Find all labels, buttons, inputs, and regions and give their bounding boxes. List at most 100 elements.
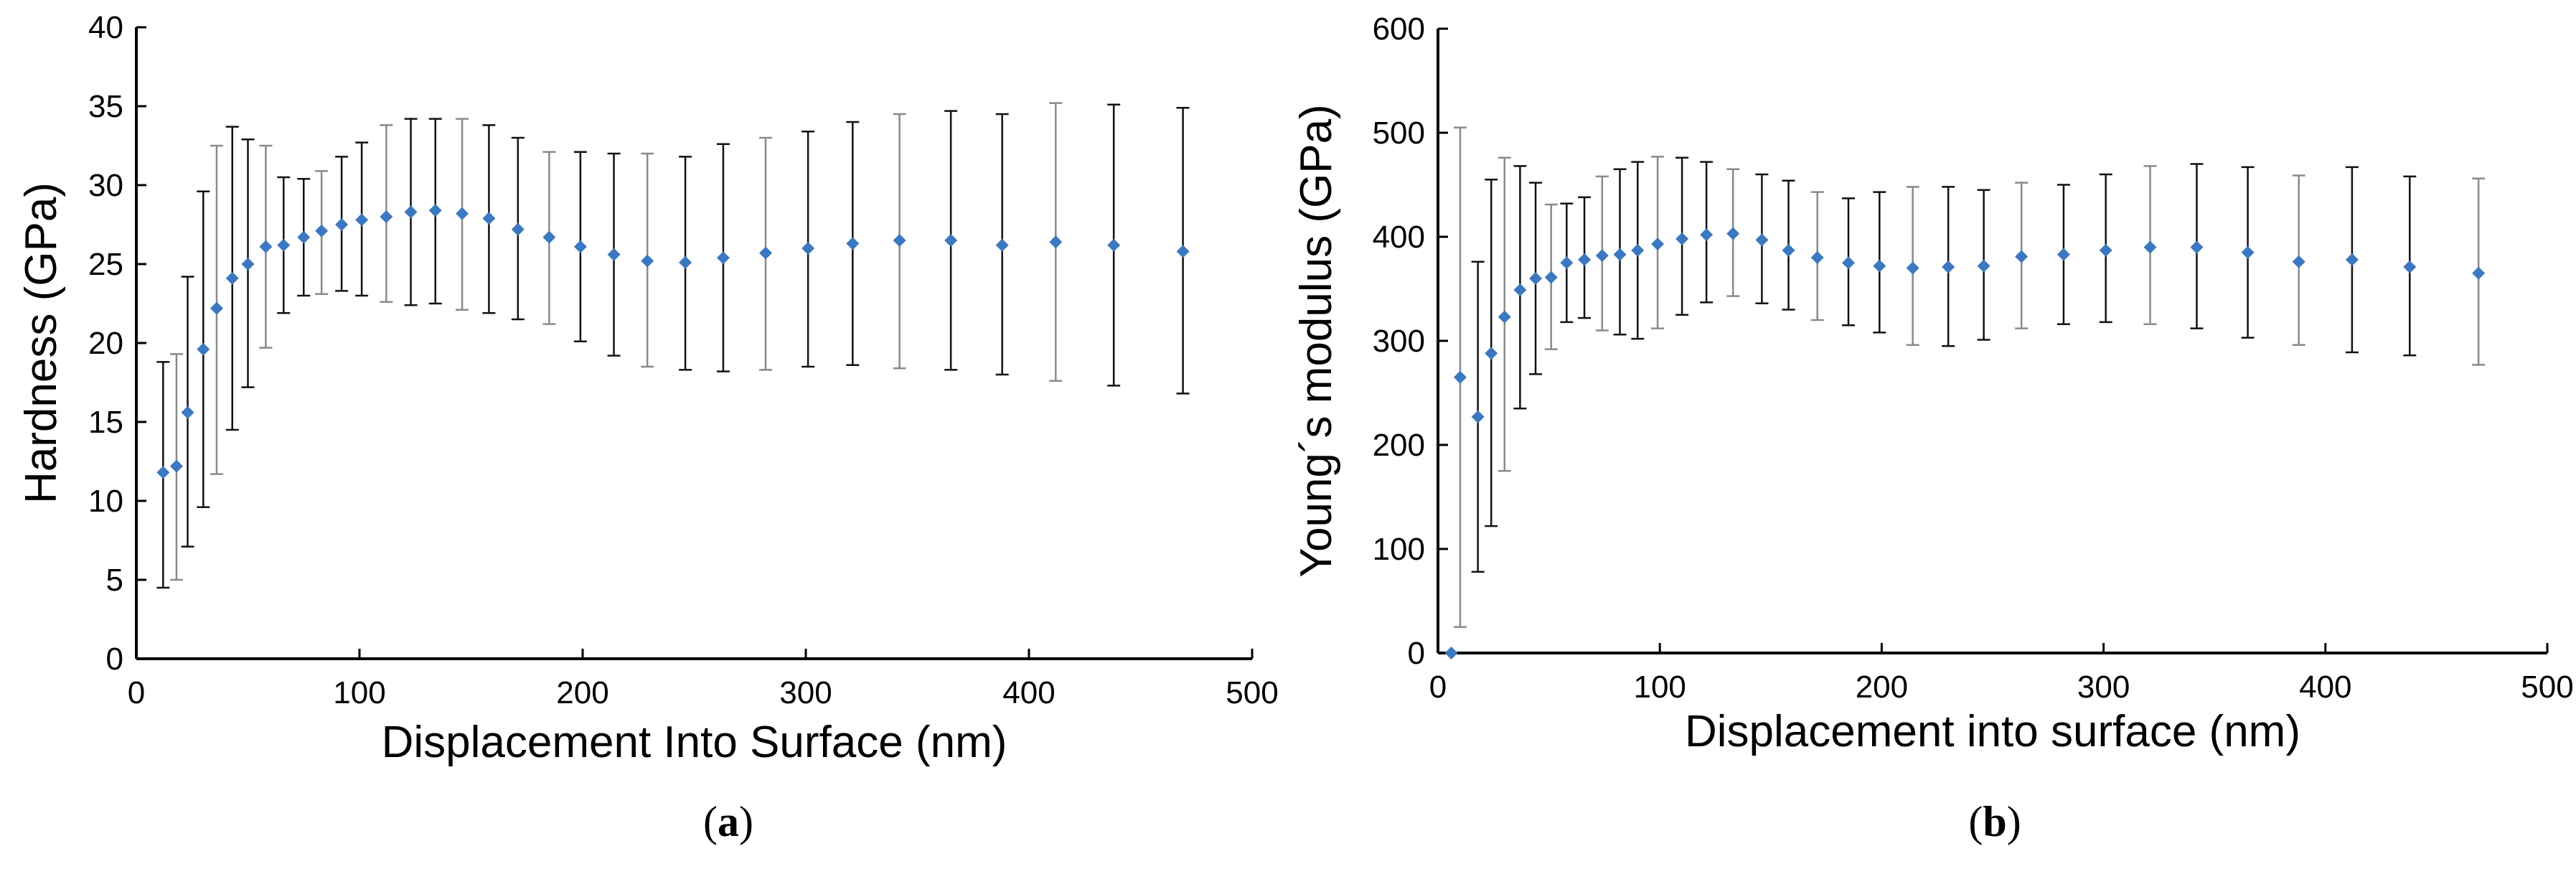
data-point [2015,250,2029,263]
y-tick-label: 20 [88,326,123,361]
data-point [1498,310,1511,324]
data-point [542,230,556,244]
x-tick-label: 400 [1002,675,1055,710]
x-tick-label: 200 [556,675,608,710]
data-point [404,205,418,219]
data-point [355,213,369,227]
data-point [181,405,194,419]
data-point [1107,238,1121,252]
data-point [297,230,311,244]
data-point [2143,240,2157,254]
data-point [2472,266,2486,280]
x-tick-label: 500 [1226,675,1278,710]
data-point [335,218,349,231]
data-point [2241,245,2255,259]
data-point [1842,256,1856,270]
data-point [156,466,170,479]
x-axis-title: Displacement into surface (nm) [1685,707,2300,756]
data-point [1755,233,1769,247]
x-tick-label: 200 [1856,670,1908,705]
data-point [2190,240,2204,254]
data-point [1444,647,1458,659]
data-point [1595,249,1609,263]
data-point [259,240,273,253]
data-point [607,248,621,261]
data-point [482,212,496,225]
panel-label: (a) [703,798,753,845]
data-point [2345,253,2359,266]
data-point [641,254,654,268]
data-point [893,234,906,247]
x-tick-label: 0 [128,675,145,710]
data-point [1529,272,1543,285]
y-tick-label: 500 [1373,116,1425,151]
data-point [1471,410,1485,423]
y-tick-label: 40 [88,10,123,45]
data-point [716,251,730,265]
data-point [1613,248,1627,261]
data-point [210,301,223,315]
x-tick-label: 300 [779,675,832,710]
y-tick-label: 0 [106,642,123,677]
y-tick-label: 0 [1408,636,1425,671]
y-tick-label: 200 [1373,428,1425,463]
y-axis-title: Young´s modulus (GPa) [1292,104,1341,577]
data-point [995,238,1009,252]
y-tick-label: 30 [88,168,123,203]
y-tick-label: 5 [106,563,123,598]
x-tick-label: 400 [2299,670,2351,705]
data-point [169,459,183,473]
data-point [1726,227,1740,240]
x-tick-label: 0 [1429,670,1447,705]
data-point [1700,228,1714,242]
data-point [1049,235,1063,249]
data-point [1631,243,1645,257]
x-tick-label: 100 [333,675,385,710]
y-tick-label: 15 [88,405,123,440]
data-point [679,255,692,269]
panel-b-youngs-modulus-chart: 0 100 200 300 400 500 600 0 100 200 300 400 500 Displ… [1292,11,2574,845]
data-point [1544,271,1558,284]
y-axis-title: Hardness (GPa) [17,182,66,504]
data-point [315,224,329,238]
data-point [2292,255,2305,268]
data-point [1873,259,1886,273]
data-point [1513,283,1527,296]
data-point [1485,347,1498,360]
data-point [1578,253,1592,266]
x-axis-title: Displacement Into Surface (nm) [382,718,1007,767]
y-tick-label: 600 [1373,11,1425,47]
data-point [197,342,210,356]
data-point [428,204,442,217]
x-tick-label: 100 [1633,670,1686,705]
data-point [456,207,469,220]
data-point [277,238,291,252]
data-point [380,210,393,223]
data-point [944,234,958,247]
y-tick-label: 10 [88,484,123,519]
data-point [2056,248,2070,261]
data-point [2403,260,2417,274]
data-point [1906,261,1919,275]
data-point [1651,238,1665,251]
data-point [511,222,525,236]
x-tick-label: 500 [2521,670,2573,705]
y-tick-label: 35 [88,89,123,124]
data-point [1782,243,1795,257]
data-point [1675,232,1689,245]
panel-label: (b) [1968,798,2021,845]
data-point [846,237,860,250]
y-tick-label: 400 [1373,220,1425,255]
y-tick-label: 25 [88,247,123,282]
data-point [1977,259,1990,273]
data-point [802,242,815,255]
data-point [1810,251,1824,264]
y-tick-label: 300 [1373,324,1425,359]
data-point [759,246,773,260]
data-point [241,258,255,271]
data-point [1560,256,1574,270]
y-tick-label: 100 [1373,532,1425,567]
data-point [573,240,587,253]
